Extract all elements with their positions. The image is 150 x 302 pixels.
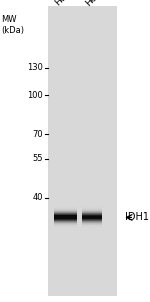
Bar — [54, 221, 77, 222]
Bar — [82, 209, 102, 210]
Bar — [82, 216, 102, 217]
Bar — [82, 212, 102, 213]
Bar — [82, 218, 102, 219]
Bar — [54, 211, 77, 212]
Bar — [54, 225, 77, 226]
Bar — [82, 223, 102, 224]
Bar — [54, 223, 77, 224]
Text: Huh-7: Huh-7 — [54, 0, 79, 8]
Bar — [82, 213, 102, 214]
Bar — [82, 215, 102, 216]
Bar — [54, 209, 77, 210]
Bar — [54, 227, 77, 228]
Bar — [82, 207, 102, 208]
Bar — [54, 226, 77, 227]
Bar — [54, 216, 77, 217]
Bar — [82, 219, 102, 220]
Bar — [82, 211, 102, 212]
Bar — [82, 229, 102, 230]
Bar — [54, 205, 77, 206]
Bar — [54, 207, 77, 208]
Bar — [82, 225, 102, 226]
Bar — [54, 224, 77, 225]
Bar — [82, 220, 102, 221]
Bar — [54, 213, 77, 214]
Text: IDH1: IDH1 — [124, 212, 148, 223]
Bar — [82, 210, 102, 211]
Text: 40: 40 — [32, 193, 43, 202]
Text: 100: 100 — [27, 91, 43, 100]
Bar — [54, 206, 77, 207]
Text: 55: 55 — [32, 154, 43, 163]
Bar — [82, 214, 102, 215]
Bar — [82, 206, 102, 207]
Bar — [54, 210, 77, 211]
Text: 130: 130 — [27, 63, 43, 72]
Bar — [54, 222, 77, 223]
Bar — [82, 227, 102, 228]
Text: HepG2: HepG2 — [84, 0, 112, 8]
Bar — [54, 214, 77, 215]
Bar — [54, 219, 77, 220]
Bar — [82, 226, 102, 227]
Text: MW
(kDa): MW (kDa) — [2, 15, 24, 34]
Bar — [48, 6, 117, 296]
Bar — [54, 212, 77, 213]
Bar — [82, 224, 102, 225]
Bar — [82, 217, 102, 218]
Bar — [82, 221, 102, 222]
Bar — [54, 218, 77, 219]
Bar — [54, 208, 77, 209]
Text: 70: 70 — [32, 130, 43, 139]
Bar — [54, 215, 77, 216]
Bar — [82, 222, 102, 223]
Bar — [54, 220, 77, 221]
Bar — [82, 208, 102, 209]
Bar — [82, 205, 102, 206]
Bar — [54, 228, 77, 229]
Bar — [54, 217, 77, 218]
Bar — [54, 229, 77, 230]
Bar — [82, 228, 102, 229]
